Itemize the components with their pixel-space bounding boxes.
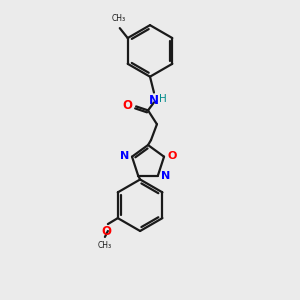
Text: N: N: [120, 151, 129, 161]
Text: O: O: [122, 99, 132, 112]
Text: O: O: [167, 151, 176, 161]
Text: N: N: [161, 170, 170, 181]
Text: CH₃: CH₃: [112, 14, 126, 23]
Text: N: N: [149, 94, 159, 106]
Text: CH₃: CH₃: [98, 241, 112, 250]
Text: H: H: [159, 94, 167, 103]
Text: O: O: [101, 225, 111, 238]
